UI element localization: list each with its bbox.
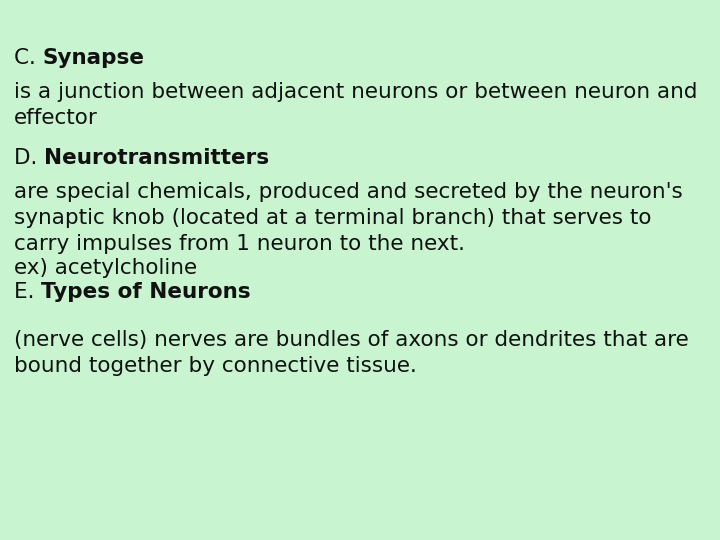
Text: D.: D. <box>14 148 44 168</box>
Text: ex) acetylcholine: ex) acetylcholine <box>14 258 197 278</box>
Text: bound together by connective tissue.: bound together by connective tissue. <box>14 356 417 376</box>
Text: Types of Neurons: Types of Neurons <box>41 282 251 302</box>
Text: Neurotransmitters: Neurotransmitters <box>44 148 269 168</box>
Text: (nerve cells) nerves are bundles of axons or dendrites that are: (nerve cells) nerves are bundles of axon… <box>14 330 689 350</box>
Text: are special chemicals, produced and secreted by the neuron's: are special chemicals, produced and secr… <box>14 182 683 202</box>
Text: Synapse: Synapse <box>42 48 145 68</box>
Text: effector: effector <box>14 108 98 128</box>
Text: is a junction between adjacent neurons or between neuron and: is a junction between adjacent neurons o… <box>14 82 698 102</box>
Text: C.: C. <box>14 48 42 68</box>
Text: E.: E. <box>14 282 41 302</box>
Text: synaptic knob (located at a terminal branch) that serves to: synaptic knob (located at a terminal bra… <box>14 208 652 228</box>
Text: carry impulses from 1 neuron to the next.: carry impulses from 1 neuron to the next… <box>14 234 465 254</box>
